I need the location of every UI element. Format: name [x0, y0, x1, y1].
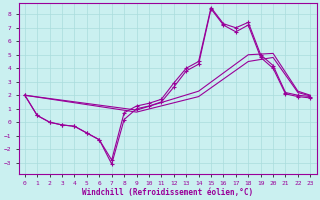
- X-axis label: Windchill (Refroidissement éolien,°C): Windchill (Refroidissement éolien,°C): [82, 188, 253, 197]
